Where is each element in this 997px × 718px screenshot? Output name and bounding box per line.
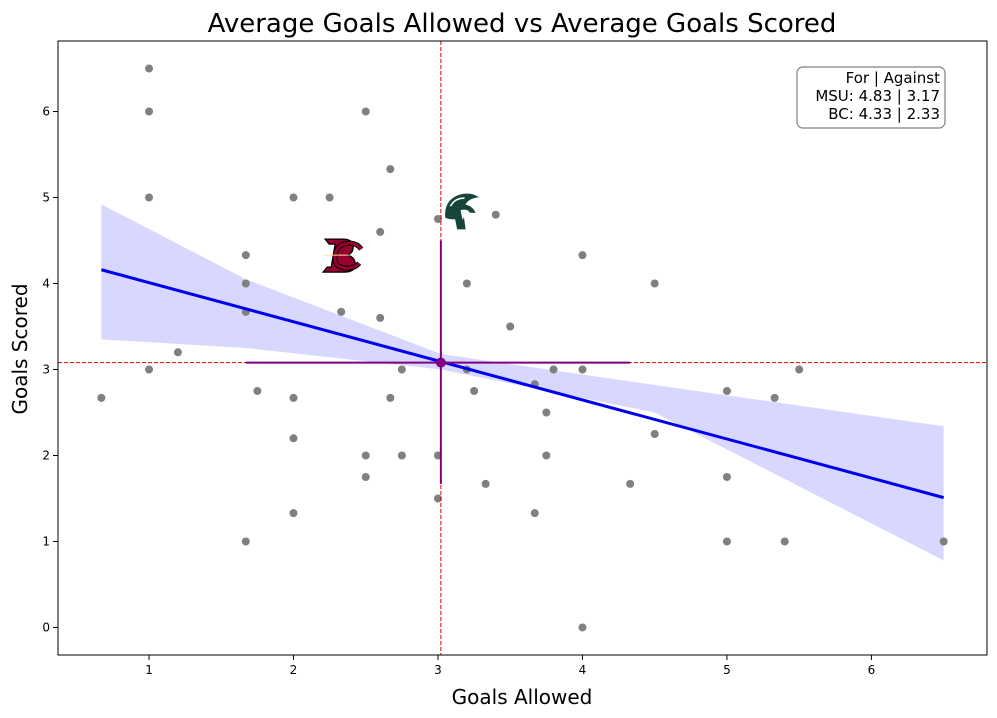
data-point bbox=[386, 165, 395, 174]
y-axis-label: Goals Scored bbox=[8, 283, 32, 414]
data-point bbox=[145, 64, 154, 73]
data-point bbox=[650, 279, 659, 288]
data-point bbox=[578, 251, 587, 260]
data-point bbox=[241, 537, 250, 546]
x-tick-label: 6 bbox=[868, 663, 876, 677]
x-tick-label: 3 bbox=[434, 663, 442, 677]
data-point bbox=[397, 451, 406, 460]
data-point bbox=[780, 537, 789, 546]
data-point bbox=[145, 193, 154, 202]
data-point bbox=[361, 107, 370, 116]
spartan-crest-line bbox=[449, 197, 465, 207]
data-point bbox=[433, 494, 442, 503]
x-axis-label: Goals Allowed bbox=[452, 685, 593, 709]
data-point bbox=[376, 227, 385, 236]
data-point bbox=[145, 107, 154, 116]
data-point bbox=[289, 434, 298, 443]
data-point bbox=[481, 479, 490, 488]
data-point bbox=[241, 251, 250, 260]
spartan-face bbox=[460, 209, 471, 221]
data-point bbox=[578, 623, 587, 632]
info-box: For | Against MSU: 4.83 | 3.17 BC: 4.33 … bbox=[796, 66, 946, 129]
y-tick-label: 3 bbox=[42, 362, 50, 376]
data-point bbox=[770, 393, 779, 402]
data-point bbox=[145, 365, 154, 374]
info-box-line-bc: BC: 4.33 | 2.33 bbox=[828, 105, 940, 123]
data-point bbox=[795, 365, 804, 374]
data-point bbox=[241, 279, 250, 288]
data-point bbox=[325, 193, 334, 202]
spartan-logo-icon bbox=[443, 192, 483, 231]
y-tick-label: 2 bbox=[42, 448, 50, 462]
bc-logo-icon bbox=[321, 238, 364, 273]
data-point bbox=[397, 365, 406, 374]
y-tick-label: 5 bbox=[42, 191, 50, 205]
data-point bbox=[361, 451, 370, 460]
x-tick-label: 4 bbox=[579, 663, 587, 677]
info-box-frame bbox=[796, 66, 946, 129]
data-point bbox=[549, 365, 558, 374]
data-point bbox=[939, 537, 948, 546]
data-point bbox=[650, 429, 659, 438]
chart-title: Average Goals Allowed vs Average Goals S… bbox=[208, 9, 837, 39]
data-point bbox=[376, 313, 385, 322]
data-point bbox=[722, 386, 731, 395]
y-tick-label: 4 bbox=[42, 277, 50, 291]
x-tick-label: 2 bbox=[290, 663, 298, 677]
data-point bbox=[433, 215, 442, 224]
axis-ticks: 1 2 3 4 5 6 0 1 2 3 4 5 6 bbox=[42, 105, 875, 677]
data-point bbox=[462, 279, 471, 288]
data-point bbox=[97, 393, 106, 402]
data-point bbox=[542, 408, 551, 417]
x-tick-label: 5 bbox=[723, 663, 731, 677]
info-box-header: For | Against bbox=[846, 69, 940, 87]
plot-frame bbox=[57, 40, 988, 656]
data-point bbox=[491, 210, 500, 219]
data-point bbox=[722, 472, 731, 481]
data-point bbox=[386, 393, 395, 402]
data-point bbox=[722, 537, 731, 546]
data-point bbox=[289, 393, 298, 402]
x-tick-label: 1 bbox=[145, 663, 153, 677]
data-point bbox=[626, 479, 635, 488]
y-tick-label: 1 bbox=[42, 534, 50, 548]
data-point bbox=[542, 451, 551, 460]
plot-area bbox=[58, 41, 987, 655]
data-point bbox=[253, 386, 262, 395]
data-point bbox=[289, 193, 298, 202]
data-point bbox=[173, 348, 182, 357]
y-tick-label: 6 bbox=[42, 105, 50, 119]
data-point bbox=[506, 322, 515, 331]
data-point bbox=[578, 365, 587, 374]
data-point bbox=[470, 386, 479, 395]
data-point bbox=[530, 509, 539, 518]
regression-line bbox=[100, 268, 945, 500]
data-point bbox=[361, 472, 370, 481]
data-point bbox=[337, 307, 346, 316]
y-tick-label: 0 bbox=[42, 620, 50, 634]
data-point bbox=[289, 509, 298, 518]
mean-point bbox=[435, 357, 446, 368]
info-box-line-msu: MSU: 4.83 | 3.17 bbox=[815, 87, 940, 105]
